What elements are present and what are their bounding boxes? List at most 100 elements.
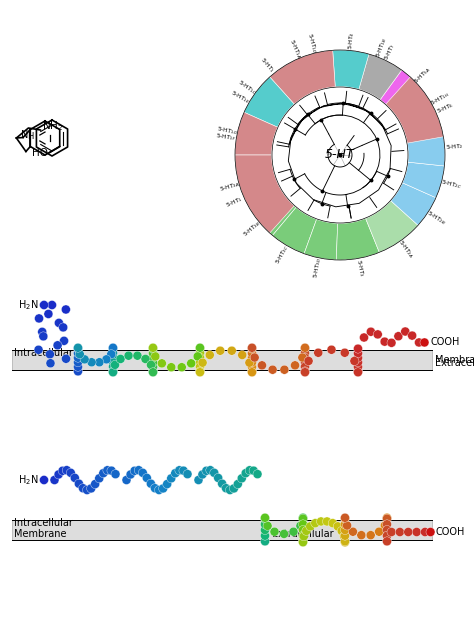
Circle shape xyxy=(157,359,166,368)
Circle shape xyxy=(80,355,89,364)
Circle shape xyxy=(109,358,118,367)
Circle shape xyxy=(99,468,108,478)
Circle shape xyxy=(383,514,392,523)
Circle shape xyxy=(47,301,56,310)
Text: 5-HT$_{1G}$: 5-HT$_{1G}$ xyxy=(216,124,239,138)
Circle shape xyxy=(103,466,112,475)
Circle shape xyxy=(420,528,429,536)
Circle shape xyxy=(214,474,223,482)
Text: HO: HO xyxy=(32,148,48,158)
Circle shape xyxy=(311,519,320,528)
Circle shape xyxy=(163,480,172,489)
Text: 5-HT$_4$: 5-HT$_4$ xyxy=(346,31,357,50)
Text: 5-HT$_{1E}$: 5-HT$_{1E}$ xyxy=(229,89,252,107)
Text: Extracellular: Extracellular xyxy=(435,358,474,368)
Circle shape xyxy=(247,344,256,352)
Circle shape xyxy=(340,514,349,523)
Circle shape xyxy=(35,314,44,323)
Circle shape xyxy=(60,337,69,345)
Wedge shape xyxy=(235,158,281,207)
Circle shape xyxy=(62,354,71,363)
Circle shape xyxy=(167,363,176,372)
Circle shape xyxy=(146,360,155,369)
Circle shape xyxy=(301,367,310,376)
Text: 5-HT$_{2C}$: 5-HT$_{2C}$ xyxy=(439,178,463,192)
Circle shape xyxy=(340,538,349,547)
Circle shape xyxy=(228,346,236,355)
Text: 5-HT$_6$: 5-HT$_6$ xyxy=(435,100,455,116)
Circle shape xyxy=(218,479,227,488)
Circle shape xyxy=(183,470,192,479)
Circle shape xyxy=(54,470,63,479)
Circle shape xyxy=(383,513,392,522)
Circle shape xyxy=(340,513,349,522)
Circle shape xyxy=(50,475,59,484)
Circle shape xyxy=(298,353,307,362)
Circle shape xyxy=(299,513,308,522)
Circle shape xyxy=(291,361,300,370)
Circle shape xyxy=(301,344,310,353)
Circle shape xyxy=(73,349,82,358)
Circle shape xyxy=(245,466,254,475)
Circle shape xyxy=(195,353,204,362)
Circle shape xyxy=(87,484,96,493)
Text: 5-HT$_1$: 5-HT$_1$ xyxy=(225,194,245,210)
Circle shape xyxy=(148,367,157,376)
Circle shape xyxy=(383,526,392,534)
Circle shape xyxy=(426,528,435,536)
Circle shape xyxy=(66,468,75,477)
Text: 5-HT$_{3A}$: 5-HT$_{3A}$ xyxy=(218,180,241,194)
Text: Extracellular: Extracellular xyxy=(272,529,334,539)
Circle shape xyxy=(148,353,157,362)
Wedge shape xyxy=(365,200,418,252)
Circle shape xyxy=(133,351,142,360)
Circle shape xyxy=(124,351,133,360)
Circle shape xyxy=(337,526,346,536)
Text: 5-HT$_2$: 5-HT$_2$ xyxy=(446,142,464,152)
Wedge shape xyxy=(359,54,402,100)
Circle shape xyxy=(280,529,289,538)
Circle shape xyxy=(73,358,82,367)
Circle shape xyxy=(253,470,262,479)
Text: Membrane: Membrane xyxy=(14,529,66,539)
Circle shape xyxy=(359,333,368,342)
Circle shape xyxy=(268,365,277,374)
Circle shape xyxy=(177,363,186,372)
Circle shape xyxy=(102,355,111,364)
Circle shape xyxy=(39,475,48,484)
Circle shape xyxy=(116,354,125,364)
Circle shape xyxy=(387,528,396,536)
Circle shape xyxy=(261,537,270,546)
Circle shape xyxy=(151,352,160,361)
Circle shape xyxy=(300,532,309,541)
Circle shape xyxy=(354,367,363,376)
Circle shape xyxy=(130,466,139,475)
Text: Membrane: Membrane xyxy=(435,355,474,365)
Circle shape xyxy=(263,521,272,530)
Circle shape xyxy=(109,349,118,358)
Circle shape xyxy=(148,344,157,352)
Wedge shape xyxy=(337,218,379,260)
Circle shape xyxy=(148,362,157,371)
Text: 5-HT$_{1A}$: 5-HT$_{1A}$ xyxy=(287,38,303,60)
Circle shape xyxy=(55,318,64,327)
Circle shape xyxy=(289,528,298,536)
Circle shape xyxy=(272,87,408,223)
Bar xyxy=(12,350,432,370)
Wedge shape xyxy=(333,50,369,90)
Circle shape xyxy=(261,526,270,534)
Circle shape xyxy=(39,332,48,341)
Circle shape xyxy=(109,344,118,352)
Wedge shape xyxy=(235,112,278,155)
Wedge shape xyxy=(270,50,335,104)
Circle shape xyxy=(299,531,308,540)
Circle shape xyxy=(195,344,204,353)
Circle shape xyxy=(340,349,349,357)
Circle shape xyxy=(109,362,118,371)
Circle shape xyxy=(187,359,196,368)
Circle shape xyxy=(195,344,204,352)
Circle shape xyxy=(270,528,279,536)
Text: 5-HT$_{1F}$: 5-HT$_{1F}$ xyxy=(215,131,237,143)
Circle shape xyxy=(383,520,392,529)
Circle shape xyxy=(373,330,382,339)
